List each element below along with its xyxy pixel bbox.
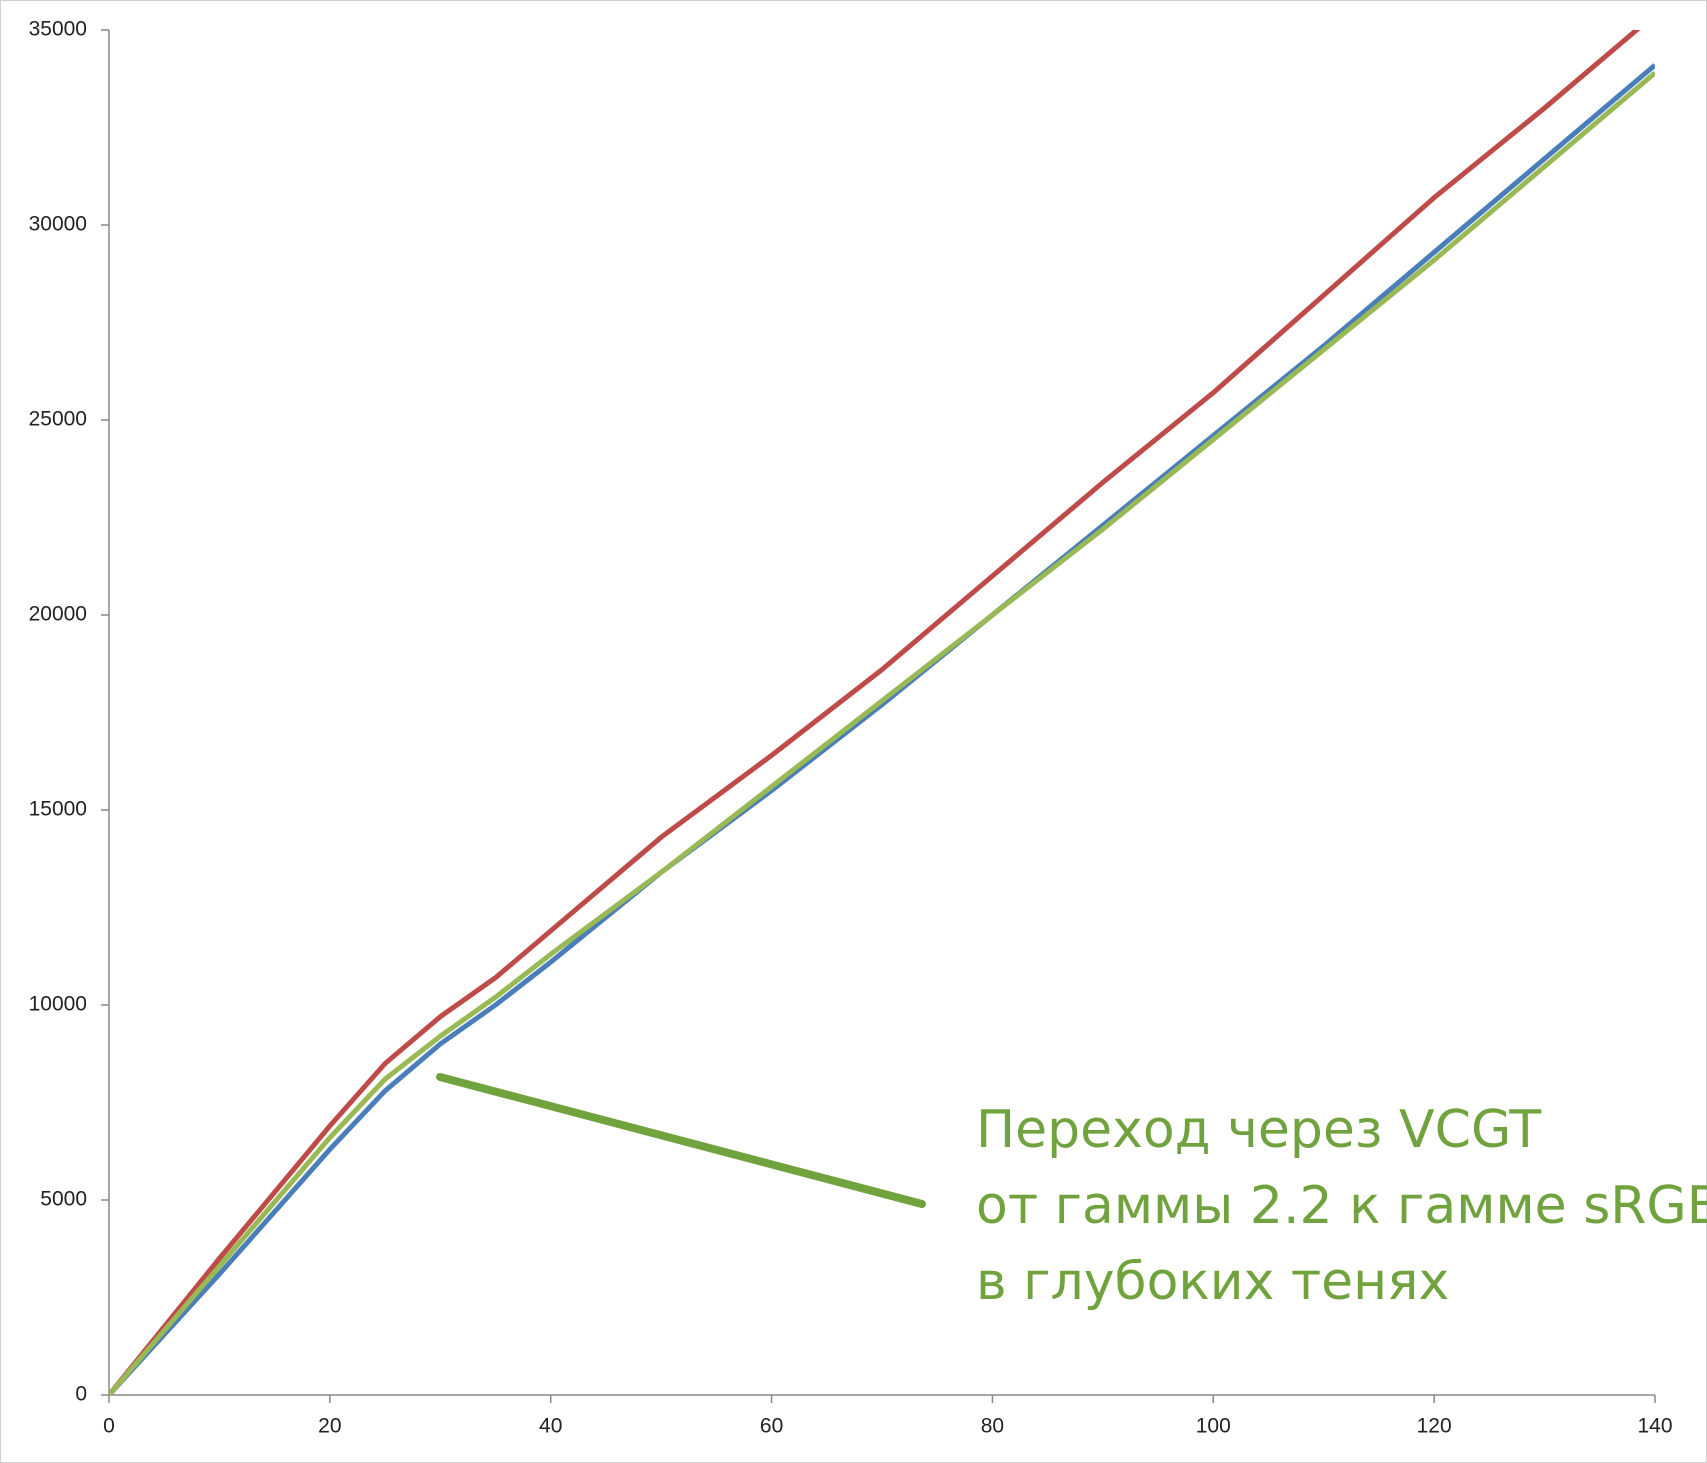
x-tick-label: 40: [539, 1415, 562, 1438]
x-tick-label: 120: [1417, 1415, 1452, 1438]
y-tick-label: 15000: [29, 798, 87, 821]
y-tick-label: 10000: [29, 993, 87, 1016]
series-line: [109, 70, 1655, 1395]
x-tick-label: 20: [318, 1415, 341, 1438]
x-tick-label: 100: [1196, 1415, 1231, 1438]
y-tick-label: 20000: [29, 603, 87, 626]
x-tick-label: 140: [1637, 1415, 1672, 1438]
y-tick-label: 5000: [40, 1188, 87, 1211]
annotation-text: в глубоких тенях: [976, 1252, 1449, 1312]
y-tick-label: 25000: [29, 408, 87, 431]
x-tick-label: 0: [103, 1415, 115, 1438]
x-tick-label: 60: [760, 1415, 783, 1438]
y-tick-label: 30000: [29, 213, 87, 236]
annotation-pointer: [436, 1073, 926, 1208]
series-line: [109, 30, 1641, 1395]
annotation-text: от гаммы 2.2 к гамме sRGB: [976, 1176, 1707, 1236]
y-tick-label: 35000: [29, 18, 87, 41]
y-tick-label: 0: [75, 1383, 87, 1406]
x-tick-label: 80: [981, 1415, 1004, 1438]
annotation-text: Переход через VCGT: [976, 1100, 1541, 1160]
series-line: [109, 63, 1655, 1395]
